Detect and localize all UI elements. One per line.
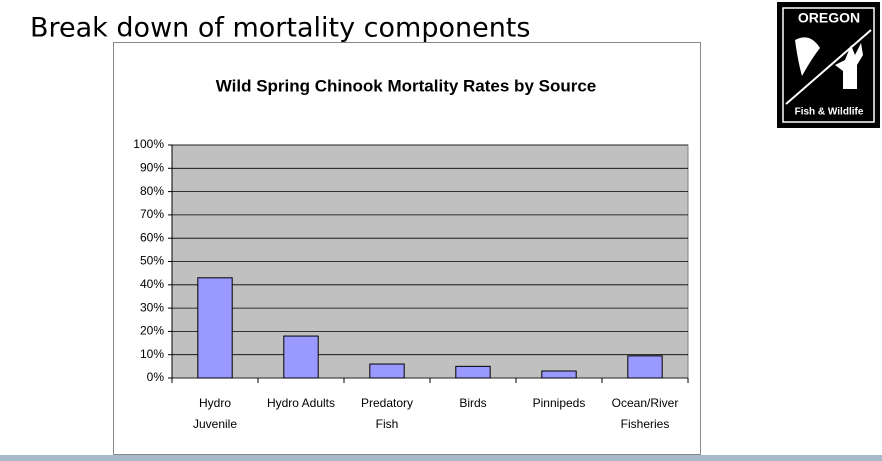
x-tick-label: Fisheries <box>621 417 670 431</box>
bar <box>283 335 319 379</box>
logo-frame <box>782 7 875 123</box>
x-tick-label: Juvenile <box>193 417 237 431</box>
logo: OREGON Fish & Wildlife <box>777 2 880 128</box>
x-tick-label: Ocean/River <box>612 396 679 410</box>
logo-fish <box>795 37 820 76</box>
y-tick-label: 70% <box>140 207 164 221</box>
x-tick-label: Birds <box>459 396 486 410</box>
y-tick-label: 10% <box>140 347 164 361</box>
x-tick-label: Hydro Adults <box>267 396 335 410</box>
bottom-strip <box>0 455 882 461</box>
bar <box>627 355 663 379</box>
y-tick-label: 100% <box>133 137 164 151</box>
x-tick-label: Hydro <box>199 396 231 410</box>
logo-bottom: Fish & Wildlife <box>795 107 864 118</box>
logo-box <box>777 2 880 128</box>
bar <box>541 370 577 379</box>
y-tick-label: 40% <box>140 277 164 291</box>
bar <box>369 363 405 379</box>
logo-diagonal <box>785 29 872 105</box>
marks: 0% 10% 20% 30% 40% 50% 60% 70% 80% 90% 100% Hydro Ju… <box>133 137 689 431</box>
y-tick-label: 30% <box>140 300 164 314</box>
y-tick-label: 90% <box>140 160 164 174</box>
chart-title: Wild Spring Chinook Mortality Rates by S… <box>216 76 597 95</box>
y-tick-label: 20% <box>140 324 164 338</box>
y-tick-label: 50% <box>140 254 164 268</box>
slide-title: Break down of mortality components <box>30 13 530 44</box>
y-tick-label: 60% <box>140 230 164 244</box>
logo-top: OREGON <box>798 10 860 26</box>
logo-elk <box>835 43 863 89</box>
y-tick-label: 80% <box>140 184 164 198</box>
bar <box>455 365 491 379</box>
bar <box>197 277 233 379</box>
y-tick-label: 0% <box>147 370 165 384</box>
x-tick-label: Pinnipeds <box>533 396 586 410</box>
x-tick-label: Predatory <box>361 396 413 410</box>
x-tick-label: Fish <box>376 417 399 431</box>
